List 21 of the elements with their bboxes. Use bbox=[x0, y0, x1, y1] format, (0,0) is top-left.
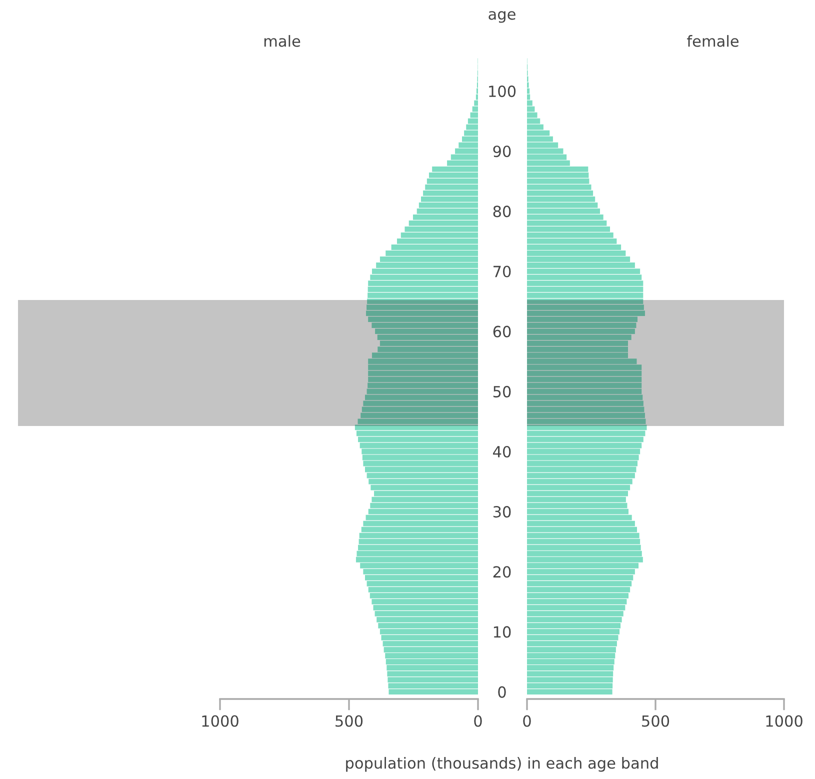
x-axis-title: population (thousands) in each age band bbox=[346, 756, 658, 772]
y-tick-label: 100 bbox=[489, 86, 516, 98]
y-tick-label: 10 bbox=[494, 626, 511, 638]
y-axis-title: age bbox=[488, 11, 516, 23]
y-tick-label: 60 bbox=[493, 326, 511, 338]
y-tick-label: 70 bbox=[494, 266, 511, 278]
y-tick-label: 50 bbox=[493, 386, 511, 398]
x-tick-label: 1000 bbox=[766, 715, 802, 727]
y-tick-label: 30 bbox=[493, 506, 511, 518]
y-tick-label: 0 bbox=[498, 686, 506, 698]
x-tick-label: 500 bbox=[336, 715, 363, 727]
y-tick-label: 20 bbox=[493, 566, 511, 578]
x-tick-label: 1000 bbox=[202, 715, 238, 727]
y-tick-label: 40 bbox=[493, 446, 511, 458]
x-tick-label: 0 bbox=[474, 715, 482, 727]
chart-title: male bbox=[264, 35, 300, 47]
chart-title: female bbox=[687, 35, 739, 47]
y-tick-label: 90 bbox=[493, 146, 511, 158]
x-tick-label: 0 bbox=[523, 715, 531, 727]
y-tick-label: 80 bbox=[493, 206, 511, 218]
x-tick-label: 500 bbox=[642, 715, 670, 727]
